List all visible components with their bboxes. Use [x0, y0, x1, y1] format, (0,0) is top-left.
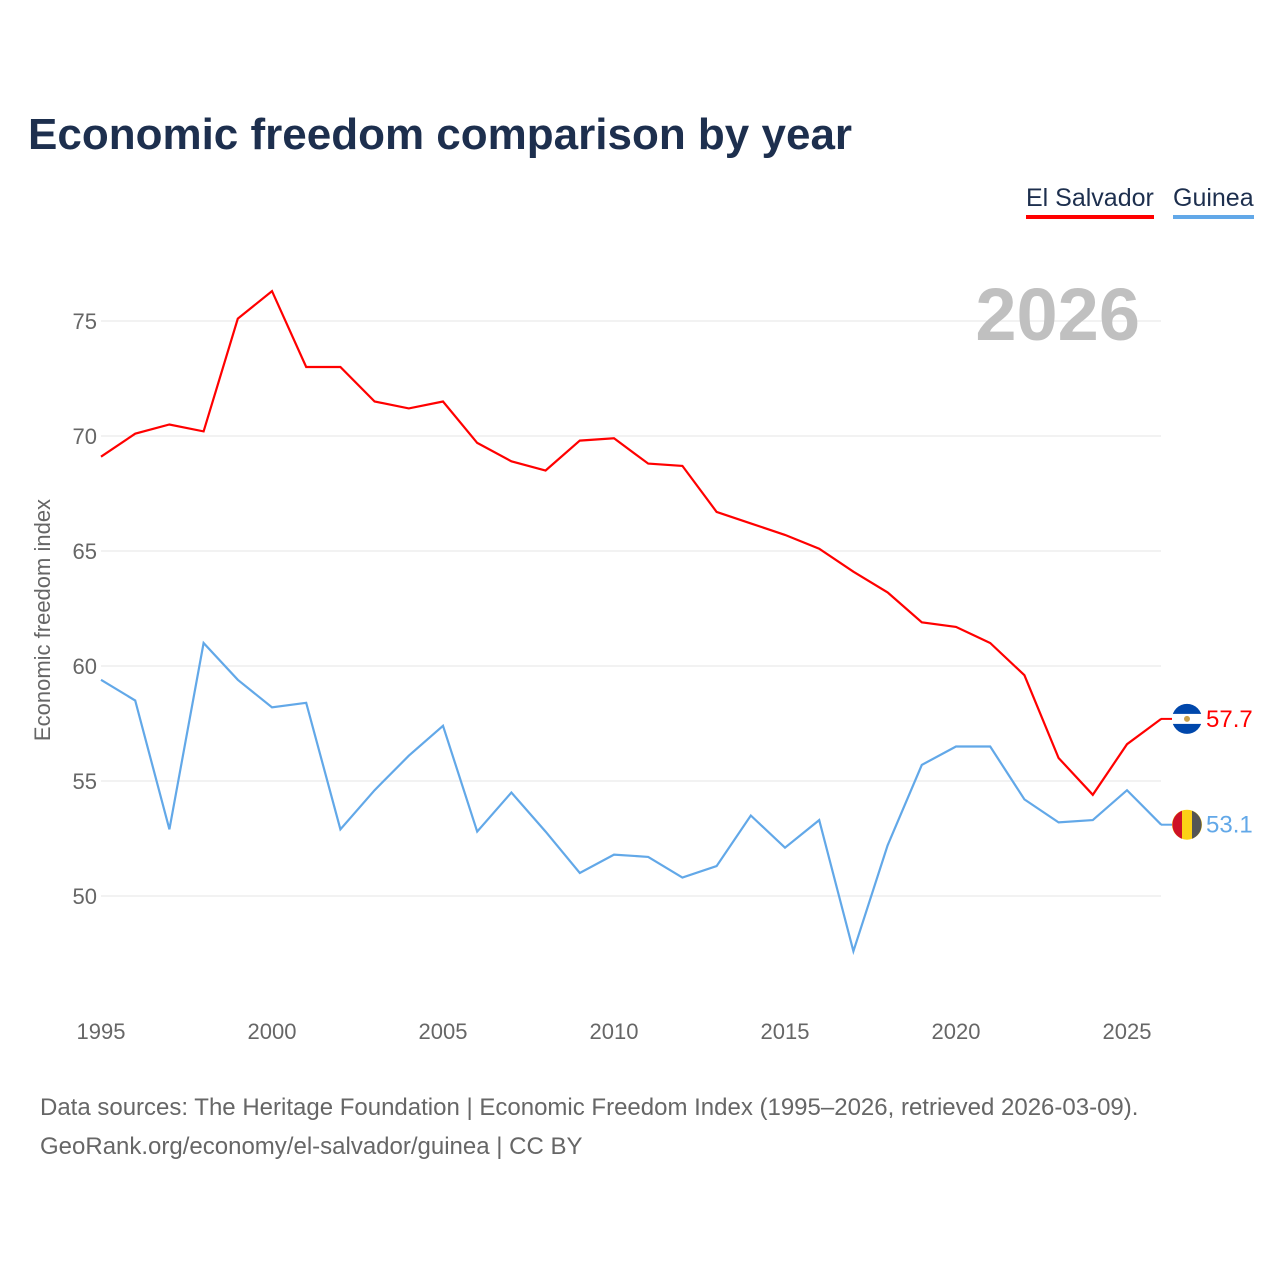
legend-guinea[interactable]: Guinea	[1173, 184, 1254, 219]
end-value-label: 53.1	[1206, 812, 1253, 839]
series-line-guinea	[100, 640, 1162, 956]
series-line-el-salvador	[100, 289, 1162, 797]
x-tick-label: 2010	[590, 1019, 639, 1044]
year-label: 2026	[975, 273, 1140, 356]
y-tick-label: 65	[73, 539, 97, 564]
y-axis-label: Economic freedom index	[30, 499, 55, 741]
legend-el-salvador[interactable]: El Salvador	[1026, 184, 1154, 219]
footer: Data sources: The Heritage Foundation | …	[40, 1088, 1138, 1166]
x-tick-label: 2005	[419, 1019, 468, 1044]
x-tick-label: 1995	[77, 1019, 126, 1044]
x-tick-label: 2015	[761, 1019, 810, 1044]
x-tick-label: 2025	[1103, 1019, 1152, 1044]
y-tick-label: 55	[73, 769, 97, 794]
end-value-label: 57.7	[1206, 706, 1253, 733]
x-tick-label: 2000	[248, 1019, 297, 1044]
y-tick-label: 70	[73, 424, 97, 449]
chart-title: Economic freedom comparison by year	[28, 110, 853, 159]
flag-stripe	[1172, 810, 1182, 839]
footer-sources: Data sources: The Heritage Foundation | …	[40, 1094, 1139, 1121]
y-tick-label: 60	[73, 654, 97, 679]
flag-emblem	[1184, 715, 1190, 722]
y-tick-label: 75	[73, 309, 97, 334]
x-tick-label: 2020	[932, 1019, 981, 1044]
flag-stripe	[1192, 810, 1202, 839]
y-tick-label: 50	[73, 884, 97, 909]
footer-link[interactable]: GeoRank.org/economy/el-salvador/guinea |…	[40, 1133, 583, 1160]
